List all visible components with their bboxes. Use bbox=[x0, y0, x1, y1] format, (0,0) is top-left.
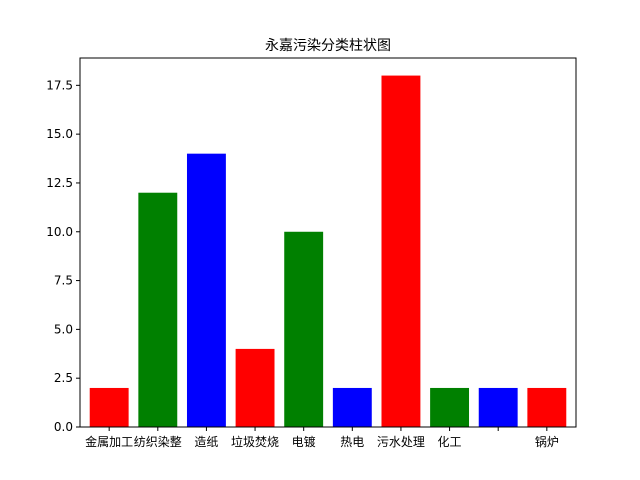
x-tick-label: 热电 bbox=[340, 435, 364, 449]
axes-layer: 0.0 2.5 5.0 7.5 10.0 12.5 15.0 17.5 金属加工 纺织染整 造纸 垃圾… bbox=[46, 57, 577, 449]
y-tick-label: 12.5 bbox=[46, 176, 73, 190]
x-tick-label: 化工 bbox=[438, 435, 462, 449]
y-tick-label: 5.0 bbox=[54, 322, 73, 336]
bar-6 bbox=[332, 387, 372, 427]
x-tick-label: 污水处理 bbox=[377, 435, 425, 449]
plot-frame bbox=[79, 57, 577, 428]
bar-1 bbox=[89, 387, 129, 427]
x-tick-label: 造纸 bbox=[194, 435, 218, 449]
y-tick-label: 17.5 bbox=[46, 78, 73, 92]
bar-10 bbox=[527, 387, 567, 427]
bars-layer bbox=[89, 75, 567, 428]
y-tick-label: 15.0 bbox=[46, 127, 73, 141]
bar-4 bbox=[235, 348, 275, 427]
bar-3 bbox=[186, 153, 226, 427]
y-tick-label: 7.5 bbox=[54, 274, 73, 288]
y-tick-label: 0.0 bbox=[54, 420, 73, 434]
bar-7 bbox=[381, 75, 421, 428]
x-tick-label: 电镀 bbox=[292, 435, 316, 449]
chart-title: 永嘉污染分类柱状图 bbox=[265, 38, 391, 54]
y-tick-label: 2.5 bbox=[54, 371, 73, 385]
y-tick-label: 10.0 bbox=[46, 225, 73, 239]
x-tick-label: 金属加工 bbox=[85, 434, 133, 449]
x-tick-label: 垃圾焚烧 bbox=[231, 434, 279, 449]
x-tick-label: 纺织染整 bbox=[134, 434, 182, 449]
bar-9 bbox=[478, 387, 518, 427]
bar-2 bbox=[138, 192, 178, 427]
bar-8 bbox=[430, 387, 470, 427]
bar-5 bbox=[284, 231, 324, 427]
x-tick-label: 锅炉 bbox=[535, 434, 559, 449]
